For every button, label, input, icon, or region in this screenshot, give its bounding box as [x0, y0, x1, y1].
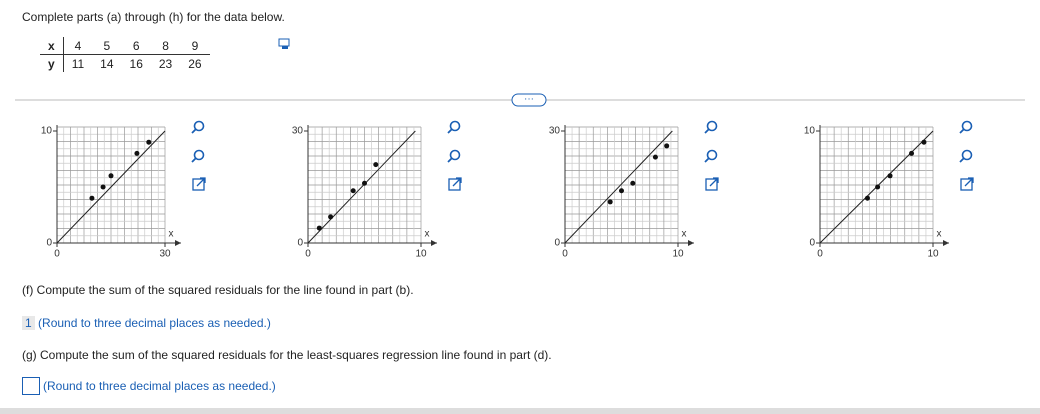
hint: (Round to three decimal places as needed… — [43, 379, 276, 393]
x-tick-label: 0 — [562, 249, 568, 260]
cell: 14 — [100, 56, 114, 71]
hint: (Round to three decimal places as needed… — [38, 316, 271, 330]
data-point — [108, 173, 114, 179]
x-tick-label: 0 — [817, 249, 823, 260]
zoom-handle[interactable] — [447, 128, 453, 134]
x-axis-arrow — [688, 240, 694, 246]
y-tick-label: 30 — [292, 126, 304, 137]
x-axis-label: x — [425, 229, 430, 240]
y-tick-label: 0 — [46, 238, 52, 249]
x-tick-label: 10 — [415, 249, 427, 260]
zoom-handle[interactable] — [704, 128, 710, 134]
part-f-answer-row: 1 (Round to three decimal places as need… — [22, 316, 271, 330]
y-tick-label: 30 — [549, 126, 561, 137]
x-tick-label: 10 — [927, 249, 939, 260]
popout-icon[interactable] — [192, 178, 205, 191]
cell: 4 — [63, 37, 93, 55]
data-point — [316, 225, 322, 231]
zoom-handle[interactable] — [959, 157, 965, 163]
copy-icon[interactable] — [278, 38, 292, 50]
y-tick-label: 0 — [297, 238, 303, 249]
answer-input[interactable] — [22, 377, 40, 395]
data-point — [864, 195, 870, 201]
data-point — [875, 184, 881, 190]
cell: x — [40, 37, 64, 55]
x-axis-arrow — [943, 240, 949, 246]
x-axis-label: x — [937, 229, 942, 240]
data-point — [350, 188, 356, 194]
cell: 26 — [188, 56, 202, 71]
zoom-icon[interactable] — [706, 120, 718, 132]
data-point — [909, 150, 915, 156]
more-button[interactable] — [511, 93, 547, 107]
popout-icon[interactable] — [960, 178, 973, 191]
data-point — [100, 184, 106, 190]
cell: 9 — [180, 37, 210, 55]
data-point — [362, 180, 367, 186]
data-point — [134, 150, 140, 156]
x-axis-label: x — [169, 229, 174, 240]
data-point — [652, 154, 658, 160]
part-g-question: (g) Compute the sum of the squared resid… — [22, 348, 552, 362]
zoom-handle[interactable] — [447, 157, 453, 163]
data-point — [328, 214, 334, 220]
more-dots[interactable]: ··· — [524, 94, 534, 105]
zoom-icon[interactable] — [449, 149, 461, 161]
popout-icon[interactable] — [705, 178, 718, 191]
y-tick-label: 0 — [554, 238, 560, 249]
zoom-handle[interactable] — [704, 157, 710, 163]
cell: 23 — [158, 56, 173, 71]
x-tick-label: 10 — [672, 249, 684, 260]
zoom-icon[interactable] — [449, 120, 461, 132]
popout-arrow[interactable] — [452, 177, 462, 187]
cell: y — [40, 54, 64, 72]
x-tick-label: 0 — [54, 249, 60, 260]
zoom-icon[interactable] — [193, 120, 205, 132]
cell: 11 — [71, 56, 85, 71]
title: Complete parts (a) through (h) for the d… — [22, 10, 285, 24]
popout-icon[interactable] — [448, 178, 461, 191]
x-axis-arrow — [175, 240, 181, 246]
cell: 5 — [92, 37, 122, 55]
x-axis-label: x — [682, 229, 687, 240]
bottom-bar — [0, 408, 1040, 414]
zoom-icon[interactable] — [706, 149, 718, 161]
zoom-icon[interactable] — [961, 149, 973, 161]
answer[interactable]: 1 — [22, 316, 35, 330]
zoom-handle[interactable] — [191, 128, 197, 134]
part-f-question: (f) Compute the sum of the squared resid… — [22, 283, 414, 297]
zoom-handle[interactable] — [959, 128, 965, 134]
cell: 16 — [129, 56, 143, 71]
y-tick-label: 0 — [809, 238, 815, 249]
cell: 6 — [121, 37, 151, 55]
fit-line — [564, 130, 673, 244]
fit-line — [56, 130, 166, 244]
x-tick-label: 30 — [159, 249, 171, 260]
x-tick-label: 0 — [305, 249, 311, 260]
popout-arrow[interactable] — [709, 177, 719, 187]
fit-line — [307, 130, 416, 244]
popout-arrow[interactable] — [964, 177, 974, 187]
zoom-handle[interactable] — [191, 157, 197, 163]
data-point — [89, 195, 95, 201]
data-point — [921, 139, 927, 145]
y-tick-label: 10 — [804, 126, 816, 137]
data-point — [887, 173, 893, 179]
data-point — [619, 188, 624, 194]
y-tick-label: 10 — [41, 126, 53, 137]
data-point — [664, 143, 670, 149]
x-axis-arrow — [431, 240, 437, 246]
graphs: ··· 0 10 0 30 x 0 30 0 10 x 0 30 0 10 x 0 10 0 10 x — [15, 93, 1025, 260]
cell: 8 — [150, 37, 181, 55]
data-point — [373, 162, 379, 168]
data-point — [146, 139, 152, 145]
data-point — [607, 199, 613, 205]
zoom-icon[interactable] — [961, 120, 973, 132]
zoom-icon[interactable] — [193, 149, 205, 161]
data-point — [630, 180, 636, 186]
popout-arrow[interactable] — [196, 177, 206, 187]
